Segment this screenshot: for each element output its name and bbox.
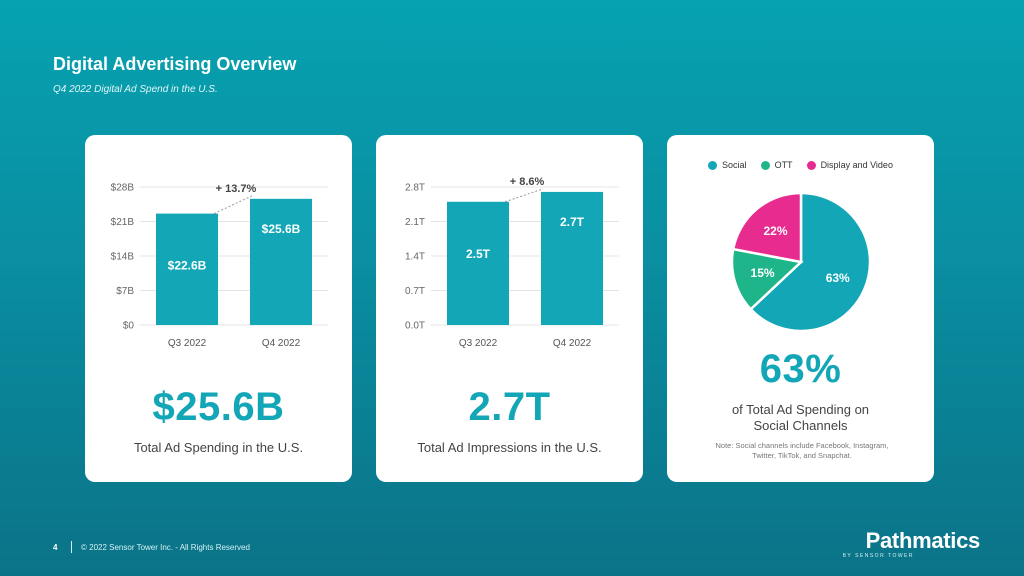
share-note-line1: Note: Social channels include Facebook, … <box>715 441 889 450</box>
impressions-bar-chart: 0.0T 0.7T 1.4T 2.1T 2.8T 2.5T Q3 2022 2.7T Q4 20… <box>405 176 619 349</box>
legend-swatch <box>806 160 816 170</box>
impressions-growth-annotation: + 8.6% <box>510 176 545 188</box>
impressions-data-label: 2.7T <box>560 215 585 229</box>
spend-label: Total Ad Spending in the U.S. <box>133 440 304 455</box>
spend-growth-annotation: + 13.7% <box>216 183 257 195</box>
impressions-ytick-label: 2.8T <box>405 183 425 194</box>
pie-legend: Social OTT Display and Video <box>667 160 934 170</box>
impressions-label: Total Ad Impressions in the U.S. <box>417 440 602 455</box>
share-label-line2: Social Channels <box>753 418 848 433</box>
legend-swatch <box>760 160 770 170</box>
spend-category-label: Q4 2022 <box>262 338 301 349</box>
spend-bar <box>156 213 218 325</box>
spend-data-label: $25.6B <box>262 222 301 236</box>
page-subtitle: Q4 2022 Digital Ad Spend in the U.S. <box>53 84 218 95</box>
spend-ytick-label: $21B <box>111 217 135 228</box>
impressions-ytick-label: 1.4T <box>405 252 425 263</box>
spend-card: $0 $7B $14B $21B $28B $22.6B Q3 2022 $25.6B Q4 2… <box>85 135 352 482</box>
impressions-category-label: Q3 2022 <box>459 338 498 349</box>
share-label-line1: of Total Ad Spending on <box>731 402 870 417</box>
page-number: 4 <box>53 543 58 552</box>
legend-label: Display and Video <box>820 160 893 170</box>
copyright-text: © 2022 Sensor Tower Inc. - All Rights Re… <box>81 543 250 552</box>
legend-label: Social <box>722 160 747 170</box>
legend-item: OTT <box>760 160 793 170</box>
legend-swatch <box>708 160 718 170</box>
pie-data-label: 22% <box>763 224 787 238</box>
impressions-data-label: 2.5T <box>466 247 491 261</box>
pie-slice-display-and-video <box>731 191 803 264</box>
impressions-card: 0.0T 0.7T 1.4T 2.1T 2.8T 2.5T Q3 2022 2.7T Q4 20… <box>376 135 643 482</box>
spend-ytick-label: $7B <box>116 286 134 297</box>
pie-slice-ott <box>730 247 804 312</box>
spend-data-label: $22.6B <box>168 259 207 273</box>
pie-slice-social <box>748 191 872 333</box>
spend-bar <box>250 198 312 325</box>
legend-label: OTT <box>774 160 793 170</box>
impressions-bar <box>541 191 603 325</box>
legend-item: Social <box>708 160 747 170</box>
impressions-big-value: 2.7T <box>468 385 551 429</box>
spend-ytick-label: $14B <box>111 252 135 263</box>
page-title: Digital Advertising Overview <box>53 54 297 74</box>
impressions-ytick-label: 0.7T <box>405 286 425 297</box>
legend-item: Display and Video <box>806 160 893 170</box>
spend-category-label: Q3 2022 <box>168 338 207 349</box>
spend-bar-chart: $0 $7B $14B $21B $28B $22.6B Q3 2022 $25.6B Q4 2… <box>111 183 328 349</box>
pie-data-label: 15% <box>751 266 775 280</box>
impressions-ytick-label: 0.0T <box>405 321 425 332</box>
spend-ytick-label: $28B <box>111 183 135 194</box>
spend-growth-connector <box>213 195 253 215</box>
share-card: Social OTT Display and Video 63% 15% 22% 63%… <box>667 135 934 482</box>
logo-subtitle: BY SENSOR TOWER <box>842 553 914 559</box>
spend-ytick-label: $0 <box>123 321 135 332</box>
pie-data-label: 63% <box>826 271 850 285</box>
share-big-value: 63% <box>759 347 842 391</box>
share-note-line2: Twitter, TikTok, and Snapchat. <box>752 451 852 460</box>
pathmatics-logo: Pathmatics <box>865 528 981 553</box>
spend-big-value: $25.6B <box>152 385 285 429</box>
footer-divider <box>71 541 72 553</box>
impressions-growth-connector <box>504 188 544 203</box>
impressions-bar <box>447 201 509 325</box>
impressions-ytick-label: 2.1T <box>405 217 425 228</box>
impressions-category-label: Q4 2022 <box>553 338 592 349</box>
share-pie-chart: 63% 15% 22% <box>730 191 872 333</box>
